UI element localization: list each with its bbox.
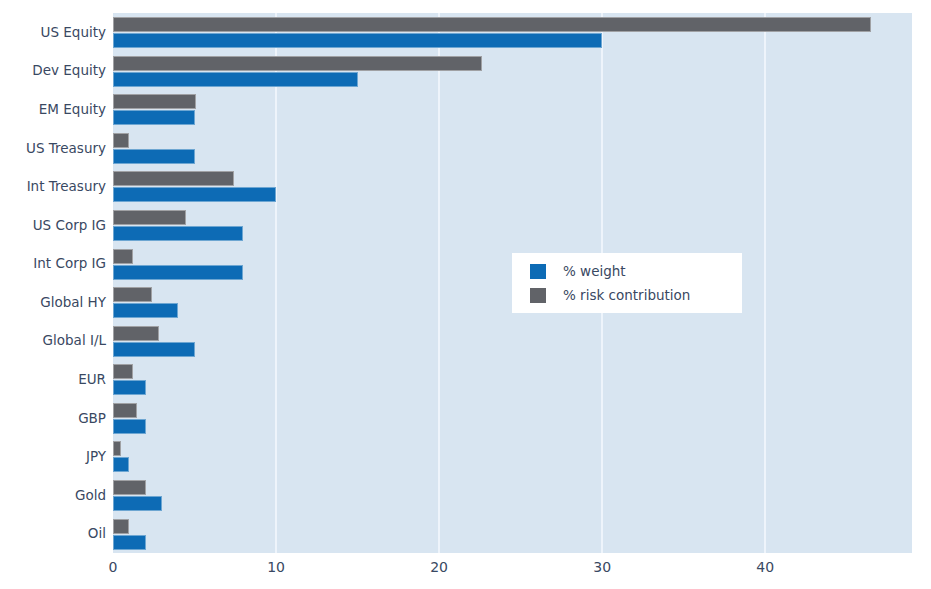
category-label-us-treasury: US Treasury — [0, 140, 106, 157]
legend-swatch-icon — [530, 264, 546, 279]
category-label-int-corp-ig: Int Corp IG — [0, 255, 106, 272]
bar-risk-7 — [113, 287, 152, 302]
category-label-oil: Oil — [0, 525, 106, 542]
bar-weight-9 — [113, 380, 146, 395]
x-tick-label-30: 30 — [593, 559, 611, 576]
category-label-global-hy: Global HY — [0, 294, 106, 311]
bar-weight-7 — [113, 303, 178, 318]
bar-weight-11 — [113, 457, 129, 472]
bar-risk-11 — [113, 441, 121, 456]
bar-risk-2 — [113, 94, 196, 109]
category-label-us-corp-ig: US Corp IG — [0, 217, 106, 234]
bar-risk-0 — [113, 17, 871, 32]
legend-label: % weight — [563, 263, 626, 279]
gridline-x-10 — [275, 13, 277, 553]
bar-weight-0 — [113, 33, 602, 48]
category-label-int-treasury: Int Treasury — [0, 178, 106, 195]
x-tick-label-20: 20 — [430, 559, 448, 576]
x-tick-label-40: 40 — [756, 559, 774, 576]
gridline-x-20 — [438, 13, 440, 553]
bar-risk-12 — [113, 480, 146, 495]
category-label-eur: EUR — [0, 371, 106, 388]
category-label-gold: Gold — [0, 487, 106, 504]
legend-item-1: % risk contribution — [530, 287, 742, 303]
bar-risk-9 — [113, 364, 133, 379]
bar-weight-5 — [113, 226, 243, 241]
bar-risk-3 — [113, 133, 129, 148]
bar-risk-5 — [113, 210, 186, 225]
category-label-gbp: GBP — [0, 410, 106, 427]
category-label-us-equity: US Equity — [0, 24, 106, 41]
bar-risk-8 — [113, 326, 159, 341]
chart-figure: US Equity Dev Equity EM Equity US Treasury I… — [0, 0, 931, 589]
bar-weight-8 — [113, 342, 195, 357]
category-label-em-equity: EM Equity — [0, 101, 106, 118]
bar-risk-10 — [113, 403, 137, 418]
bar-risk-4 — [113, 171, 234, 186]
bar-weight-4 — [113, 187, 276, 202]
category-label-jpy: JPY — [0, 448, 106, 465]
bar-risk-13 — [113, 519, 129, 534]
bar-weight-12 — [113, 496, 162, 511]
x-tick-label-0: 0 — [109, 559, 118, 576]
legend-swatch-icon — [530, 288, 546, 303]
bar-weight-13 — [113, 535, 146, 550]
bar-weight-2 — [113, 110, 195, 125]
bar-weight-6 — [113, 265, 243, 280]
category-label-dev-equity: Dev Equity — [0, 62, 106, 79]
x-tick-label-10: 10 — [267, 559, 285, 576]
category-label-global-i-l: Global I/L — [0, 332, 106, 349]
bar-weight-10 — [113, 419, 146, 434]
bar-weight-3 — [113, 149, 195, 164]
bar-risk-6 — [113, 249, 133, 264]
gridline-x-40 — [764, 13, 766, 553]
bar-weight-1 — [113, 72, 358, 87]
legend-item-0: % weight — [530, 263, 742, 279]
legend: % weight % risk contribution — [512, 253, 742, 313]
bar-risk-1 — [113, 56, 482, 71]
legend-label: % risk contribution — [563, 287, 690, 303]
